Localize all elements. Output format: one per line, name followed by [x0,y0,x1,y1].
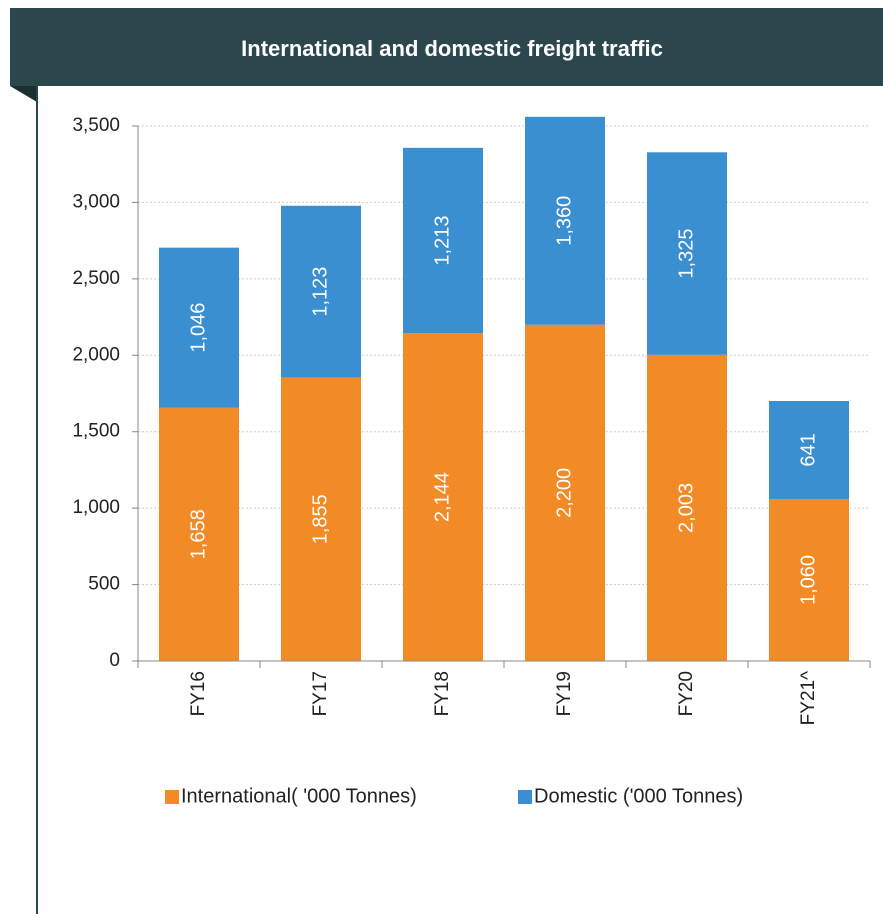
bar-segment [647,152,727,355]
data-label: 641 [797,433,819,466]
data-label: 1,060 [797,555,819,605]
bar-segment [403,147,483,334]
y-tick-label: 1,500 [72,421,120,442]
bar-segment [403,333,483,661]
bar-segment [159,247,239,408]
legend-swatch [165,790,179,804]
y-tick-label: 0 [109,650,120,671]
data-label: 1,213 [431,216,453,266]
bar-segment [647,354,727,661]
header-band [10,8,883,86]
bar-segment [769,400,849,499]
data-label: 2,200 [553,468,575,518]
y-tick-label: 2,500 [72,268,120,289]
x-tick-label: FY21^ [798,671,819,725]
data-label: 2,003 [675,483,697,533]
bar-segment [525,324,605,661]
y-tick-label: 500 [88,574,120,595]
data-label: 1,658 [187,509,209,559]
x-tick-label: FY17 [310,671,331,716]
chart-title: International and domestic freight traff… [241,36,663,61]
bar-segment [769,498,849,661]
data-label: 2,144 [431,472,453,522]
x-tick-label: FY18 [432,671,453,716]
x-tick-label: FY19 [554,671,575,716]
y-tick-label: 2,000 [72,344,120,365]
data-label: 1,325 [675,229,697,279]
legend-label: Domestic ('000 Tonnes) [534,785,743,807]
y-tick-label: 3,500 [72,115,120,136]
data-label: 1,855 [309,494,331,544]
data-label: 1,360 [553,196,575,246]
y-tick-label: 1,000 [72,497,120,518]
bar-segment [281,377,361,661]
data-label: 1,046 [187,303,209,353]
x-tick-label: FY16 [188,671,209,716]
legend-swatch [518,790,532,804]
data-label: 1,123 [309,267,331,317]
x-tick-label: FY20 [676,671,697,716]
header-fold [10,86,37,102]
legend-label: International( '000 Tonnes) [181,785,417,807]
y-tick-label: 3,000 [72,191,120,212]
bar-segment [159,407,239,661]
bar-segment [281,205,361,378]
bar-segment [525,116,605,325]
